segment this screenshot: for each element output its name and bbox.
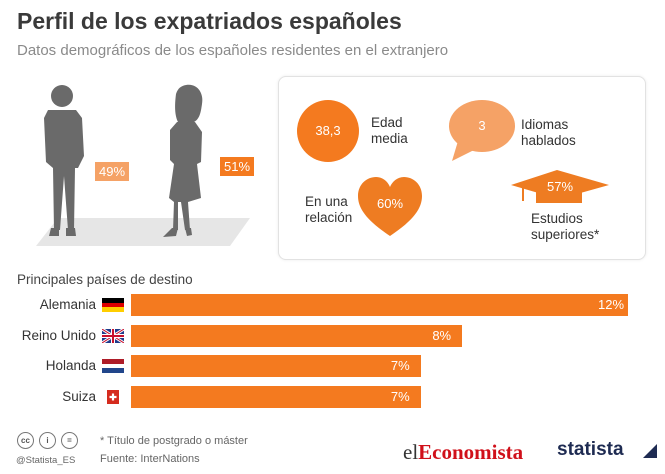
bar-value-label: 12% [598,297,625,312]
men-percentage: 49% [95,162,130,181]
male-figure-icon [44,85,84,236]
bar-value-label: 8% [432,327,452,343]
netherlands-flag-icon [102,359,124,373]
languages-value: 3 [478,118,486,133]
age-value: 38,3 [315,123,341,138]
studies-value: 57% [546,179,574,194]
statista-mark-icon [643,444,657,458]
equals-icon: = [61,432,78,449]
bar [131,355,421,377]
cc-icon: cc [17,432,34,449]
women-percentage: 51% [220,157,255,176]
chart-title: Principales países de destino [17,272,193,287]
bar-category-label: Suiza [62,388,96,404]
age-circle-icon [297,100,359,162]
footer-handle: @Statista_ES [16,455,76,466]
bar-category-label: Reino Unido [21,327,96,343]
bar-category-label: Alemania [39,297,96,312]
languages-label: Idiomas hablados [521,117,576,148]
bar [131,385,421,408]
floor-shadow [36,218,250,246]
studies-label: Estudios superiores* [531,211,600,242]
female-figure-icon [163,84,203,237]
bar [131,294,628,316]
bar-value-label: 7% [390,388,410,404]
switzerland-flag-icon [102,389,124,404]
page-title: Perfil de los expatriados españoles [17,8,402,34]
age-label: Edad media [371,115,408,146]
uk-flag-icon [102,328,124,343]
statista-logo: statista [557,439,624,460]
speech-bubble-icon [449,100,515,161]
germany-flag-icon [102,298,124,312]
relationship-label: En una relación [305,194,353,225]
footer-source: Fuente: InterNations [100,453,200,465]
by-icon: i [39,432,56,449]
bar-value-label: 7% [390,358,410,373]
graduation-cap-icon [511,170,609,203]
bar [131,324,463,347]
bar-category-label: Holanda [45,358,96,373]
eleconomista-logo: elEconomista [403,440,524,464]
heart-icon [358,177,422,236]
gender-illustration [36,84,250,246]
footer-note: * Título de postgrado o máster [100,435,248,447]
page-subtitle: Datos demográficos de los españoles resi… [17,42,449,59]
relationship-value: 60% [376,196,404,211]
